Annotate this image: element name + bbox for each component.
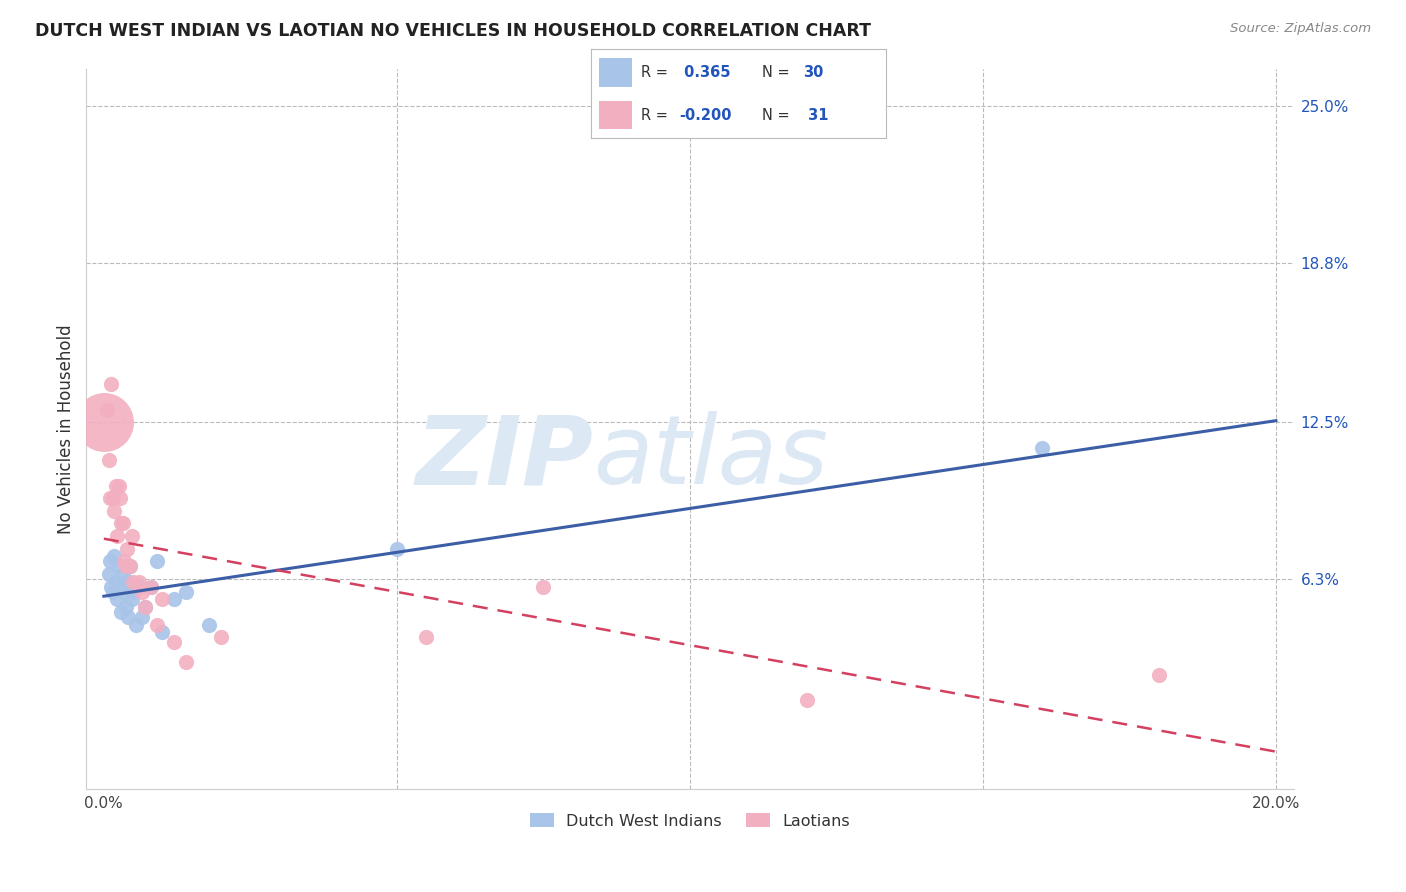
- Point: [139, 580, 162, 594]
- Bar: [599, 101, 631, 129]
- Text: 31: 31: [803, 108, 828, 122]
- Point: [122, 574, 145, 589]
- Point: [145, 617, 167, 632]
- Point: [163, 592, 186, 607]
- Point: [96, 402, 118, 417]
- Point: [122, 584, 145, 599]
- Point: [152, 625, 174, 640]
- Point: [107, 559, 129, 574]
- Point: [110, 516, 132, 531]
- Text: DUTCH WEST INDIAN VS LAOTIAN NO VEHICLES IN HOUSEHOLD CORRELATION CHART: DUTCH WEST INDIAN VS LAOTIAN NO VEHICLES…: [35, 22, 872, 40]
- Point: [105, 529, 128, 543]
- Point: [120, 559, 142, 574]
- Point: [120, 559, 142, 574]
- Point: [385, 541, 408, 556]
- Point: [93, 416, 115, 430]
- Point: [115, 599, 138, 614]
- Point: [110, 580, 132, 594]
- Point: [97, 453, 120, 467]
- Point: [117, 610, 139, 624]
- Point: [104, 478, 127, 492]
- Point: [101, 491, 124, 506]
- Point: [107, 478, 129, 492]
- Point: [110, 491, 132, 506]
- Point: [112, 567, 135, 582]
- Point: [110, 605, 132, 619]
- Point: [100, 580, 122, 594]
- Point: [105, 592, 128, 607]
- Point: [117, 541, 139, 556]
- Point: [112, 516, 135, 531]
- Point: [103, 549, 125, 564]
- Point: [128, 580, 150, 594]
- Point: [103, 504, 125, 518]
- Text: ZIP: ZIP: [415, 411, 593, 504]
- Legend: Dutch West Indians, Laotians: Dutch West Indians, Laotians: [523, 806, 856, 835]
- Text: -0.200: -0.200: [679, 108, 731, 122]
- Point: [134, 599, 156, 614]
- Text: atlas: atlas: [593, 411, 828, 504]
- Point: [198, 617, 221, 632]
- Bar: [599, 58, 631, 87]
- Text: 0.365: 0.365: [679, 65, 731, 79]
- Point: [134, 599, 156, 614]
- Point: [139, 580, 162, 594]
- Point: [152, 592, 174, 607]
- Point: [1031, 441, 1053, 455]
- Point: [104, 574, 127, 589]
- Text: R =: R =: [641, 108, 672, 122]
- Point: [115, 559, 138, 574]
- Point: [112, 584, 135, 599]
- Point: [125, 617, 148, 632]
- Point: [100, 377, 122, 392]
- Point: [121, 592, 143, 607]
- Point: [131, 610, 153, 624]
- Point: [209, 630, 232, 644]
- Y-axis label: No Vehicles in Household: No Vehicles in Household: [58, 324, 75, 533]
- Point: [163, 635, 186, 649]
- Point: [98, 554, 121, 568]
- Point: [174, 584, 197, 599]
- Point: [1147, 668, 1170, 682]
- Point: [131, 584, 153, 599]
- Point: [97, 567, 120, 582]
- Point: [117, 574, 139, 589]
- Text: 30: 30: [803, 65, 824, 79]
- Point: [112, 554, 135, 568]
- Point: [796, 693, 818, 707]
- Point: [101, 584, 124, 599]
- Point: [121, 529, 143, 543]
- Point: [415, 630, 437, 644]
- Point: [531, 580, 554, 594]
- Point: [174, 656, 197, 670]
- Text: N =: N =: [762, 65, 794, 79]
- Text: R =: R =: [641, 65, 672, 79]
- Text: Source: ZipAtlas.com: Source: ZipAtlas.com: [1230, 22, 1371, 36]
- Point: [98, 491, 121, 506]
- Point: [145, 554, 167, 568]
- Point: [128, 574, 150, 589]
- Text: N =: N =: [762, 108, 794, 122]
